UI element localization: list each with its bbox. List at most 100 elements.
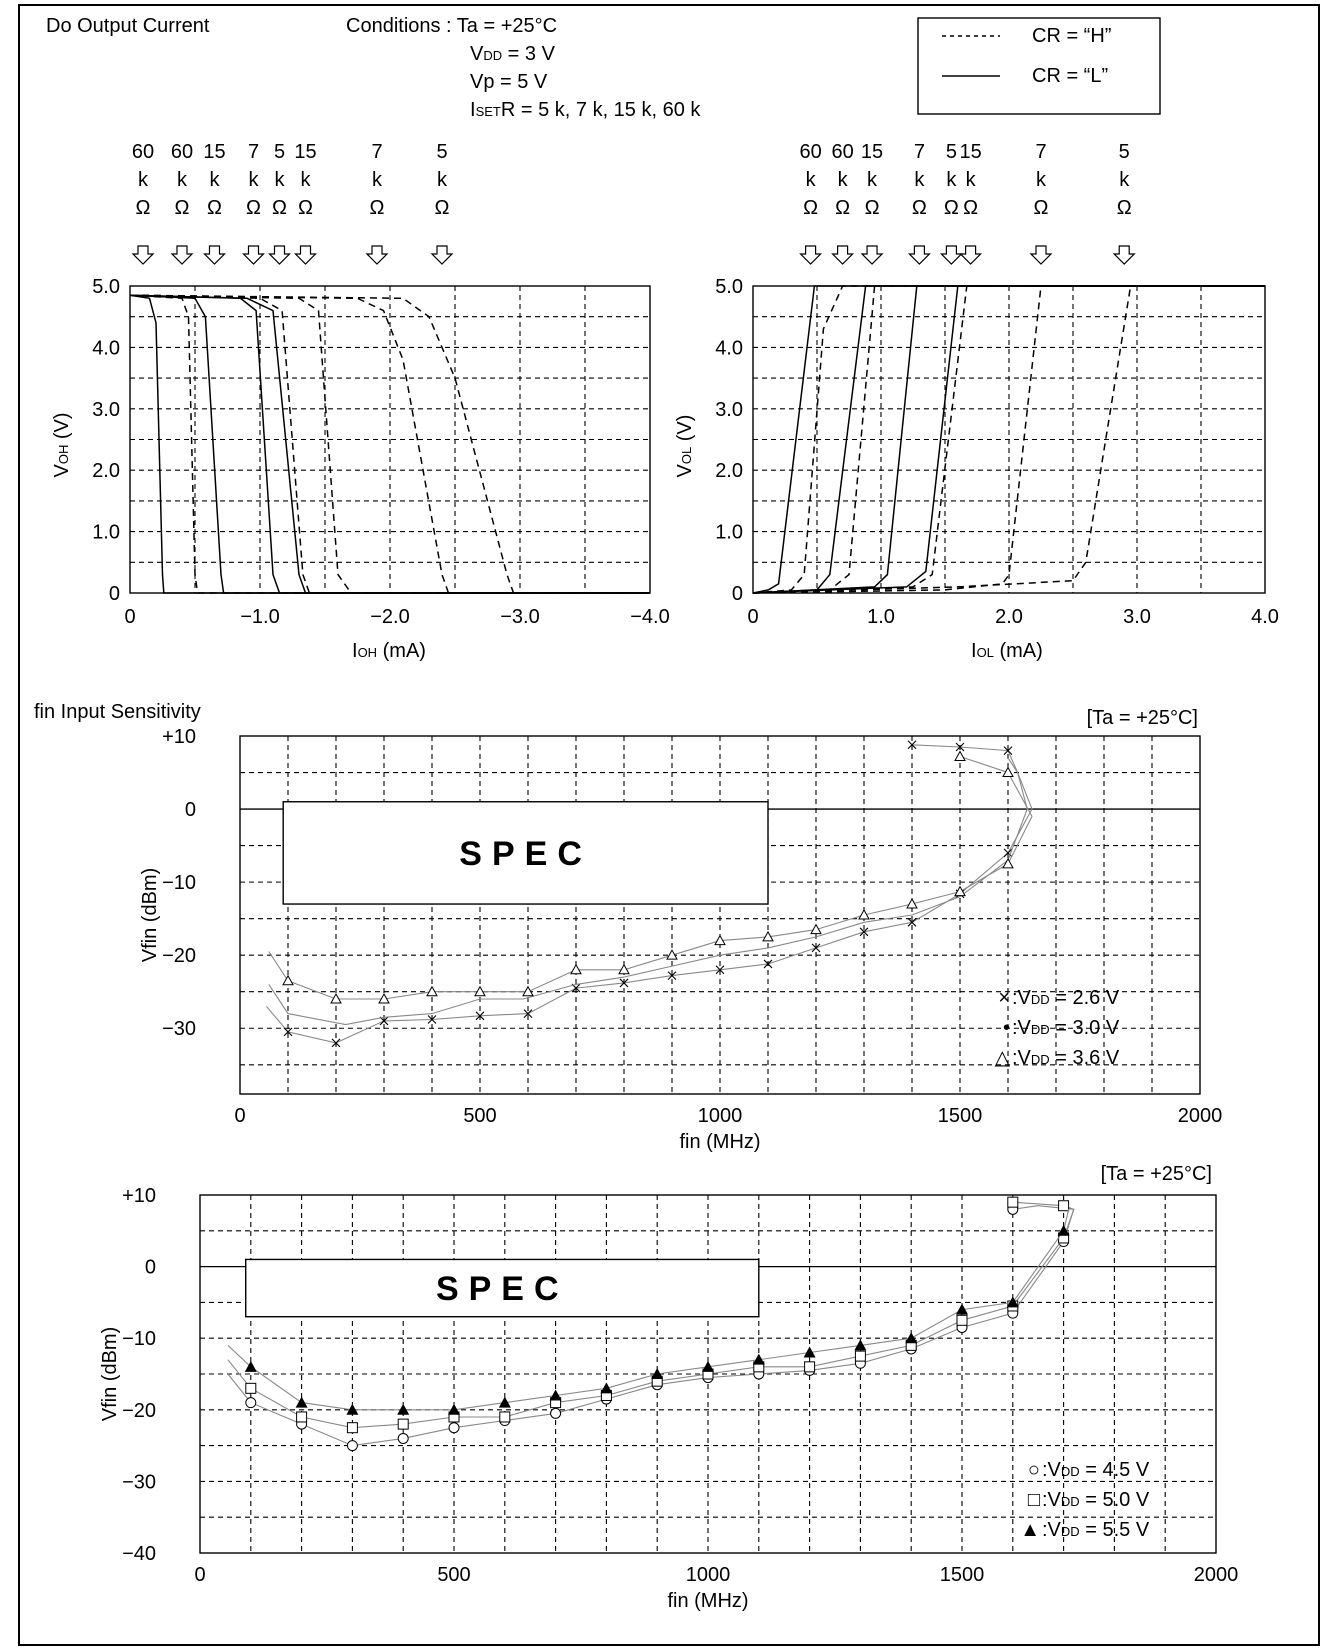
resistor-unit-k: k [966, 169, 977, 191]
legend-entry: :VDD = 5.0 V [1042, 1489, 1150, 1511]
x-marker [715, 965, 725, 975]
resistor-unit-ohm: Ω [944, 197, 959, 219]
curve-dashed [129, 294, 650, 594]
filled-triangle-marker [854, 1339, 867, 1351]
resistor-value: 60 [132, 141, 154, 163]
legend-entry: :VDD = 4.5 V [1042, 1459, 1150, 1481]
conditions-block: Conditions : Ta = +25°C VDD = 3 V Vp = 5 V… [346, 15, 701, 121]
resistor-unit-ohm: Ω [136, 197, 151, 219]
x-tick-label: 1000 [698, 1105, 743, 1127]
y-tick-label: −40 [122, 1543, 156, 1565]
circle-marker [397, 1432, 409, 1444]
square-marker [1058, 1200, 1070, 1212]
down-arrow-icon [799, 245, 823, 265]
x-marker [811, 943, 821, 953]
resistor-label: 5 kΩ [268, 141, 291, 265]
resistor-value: 5 [274, 141, 285, 163]
resistor-unit-k: k [249, 169, 260, 191]
resistor-label: 60 kΩ [131, 141, 155, 265]
resistor-value: 60 [799, 141, 821, 163]
resistor-label: 60 kΩ [170, 141, 194, 265]
resistor-unit-k: k [914, 169, 925, 191]
legend-entry-main: :V [1012, 987, 1032, 1009]
legend-label-solid: CR = “L” [1032, 65, 1108, 87]
triangle-marker [1002, 766, 1014, 778]
resistor-unit-ohm: Ω [370, 197, 385, 219]
curve-dashed [752, 285, 1265, 594]
x-tick-label: −3.0 [500, 606, 539, 628]
x-marker [907, 740, 917, 750]
square-marker [296, 1411, 308, 1423]
x-axis-label-rest: (mA) [377, 640, 426, 662]
condition-line-1-rest: = 3 V [502, 43, 555, 65]
resistor-label: 7 kΩ [907, 141, 931, 265]
x-tick-label: 3.0 [1123, 606, 1151, 628]
down-arrow-icon [294, 245, 317, 265]
condition-line-1: VDD = 3 V [470, 43, 556, 65]
legend-entry: :VDD = 5.5 V [1042, 1519, 1150, 1541]
legend-marker: □ [1028, 1489, 1040, 1511]
legend-entry-main: :V [1042, 1489, 1062, 1511]
x-marker [1003, 848, 1013, 858]
resistor-label: 7 kΩ [242, 141, 265, 265]
sensitivity-chart-low-vdd: SPEC 0 500 1000 1500 2000 +10 0 −10 −20 −30 fin (MH… [34, 701, 1222, 1153]
resistor-unit-ohm: Ω [272, 197, 287, 219]
y-axis-label: VOH (V) [51, 412, 73, 477]
y-tick-label: 3.0 [715, 399, 743, 421]
legend-marker: × [998, 987, 1010, 1009]
resistor-unit-k: k [177, 169, 188, 191]
resistor-label: 15 kΩ [860, 141, 884, 265]
x-axis-label: IOH (mA) [352, 640, 426, 662]
down-arrow-icon [1029, 245, 1053, 265]
triangle-marker [762, 930, 774, 942]
y-tick-label: 0 [185, 799, 196, 821]
legend-entry-sub: DD [1061, 1494, 1080, 1509]
resistor-unit-ohm: Ω [865, 197, 880, 219]
y-axis-label: Vfin (dBm) [99, 1327, 121, 1421]
legend-entry-sub: DD [1031, 1052, 1050, 1067]
resistor-value: 15 [294, 141, 316, 163]
x-axis-label-rest: (mA) [994, 640, 1043, 662]
x-axis-label: fin (MHz) [667, 1590, 748, 1612]
resistor-unit-ohm: Ω [803, 197, 818, 219]
down-arrow-icon [131, 245, 155, 265]
circle-marker [346, 1440, 358, 1452]
down-arrow-icon [907, 245, 931, 265]
y-tick-label: 2.0 [92, 460, 120, 482]
y-axis-label-main: V [51, 464, 73, 478]
down-arrow-icon [939, 245, 963, 265]
resistor-label: 5 kΩ [1112, 141, 1136, 265]
resistor-label: 60 kΩ [799, 141, 823, 265]
x-tick-label: 500 [463, 1105, 496, 1127]
legend-entry-sub: DD [1031, 1022, 1050, 1037]
triangle-marker [858, 908, 870, 920]
filled-triangle-marker [1006, 1296, 1019, 1308]
resistor-unit-ohm: Ω [963, 197, 978, 219]
square-marker [346, 1422, 358, 1434]
y-axis-label: VOL (V) [674, 415, 696, 478]
resistor-unit-ohm: Ω [298, 197, 313, 219]
down-arrow-icon [203, 245, 226, 265]
legend-entry-rest: = 4.5 V [1080, 1459, 1150, 1481]
filled-triangle-marker [702, 1360, 714, 1372]
x-tick-label: 0 [124, 606, 135, 628]
temperature-note: [Ta = +25°C] [1101, 1163, 1212, 1185]
circle-marker [448, 1422, 460, 1434]
resistor-unit-k: k [838, 169, 849, 191]
condition-line-0-main: Conditions : Ta = +25°C [346, 15, 557, 37]
square-marker [245, 1382, 257, 1394]
y-tick-label: 0 [732, 583, 743, 605]
x-tick-label: 1500 [938, 1105, 983, 1127]
resistor-label: 15 kΩ [294, 141, 317, 265]
legend-marker: • [1003, 1017, 1010, 1039]
x-axis-label-main: I [971, 640, 977, 662]
x-marker [763, 959, 773, 969]
resistor-unit-k: k [372, 169, 383, 191]
y-tick-label: −30 [162, 1018, 196, 1040]
legend-marker: ○ [1028, 1459, 1040, 1481]
condition-line-3: ISETR = 5 k, 7 k, 15 k, 60 k [470, 99, 701, 121]
y-axis-label-sub: OL [679, 447, 694, 464]
series-line [268, 755, 1033, 1000]
